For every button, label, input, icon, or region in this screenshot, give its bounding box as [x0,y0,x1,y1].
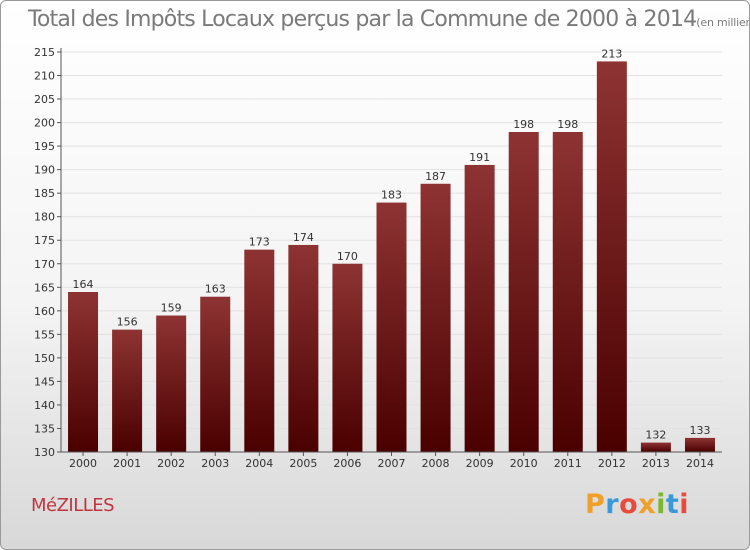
data-label-2010: 198 [513,118,534,131]
bar-2011[interactable] [552,132,583,452]
bar-2014[interactable] [684,437,715,452]
data-label-2005: 174 [293,231,314,244]
bar-2007[interactable] [376,202,407,452]
chart-title-text: Total des Impôts Locaux perçus par la Co… [28,7,697,32]
data-label-2000: 164 [73,278,94,291]
y-tick-label: 210 [34,70,55,83]
data-label-2008: 187 [425,170,446,183]
bar-2006[interactable] [332,263,363,452]
bars [68,61,715,453]
bar-2005[interactable] [288,244,319,452]
data-label-2002: 159 [161,302,182,315]
data-label-2003: 163 [205,283,226,296]
data-label-2004: 173 [249,236,270,249]
bar-2004[interactable] [244,249,275,452]
y-tick-label: 140 [34,399,55,412]
x-tick-label-2010: 2010 [510,457,538,470]
y-tick-label: 190 [34,164,55,177]
x-tick-label-2006: 2006 [333,457,361,470]
x-tick-label-2005: 2005 [289,457,317,470]
x-tick-label-2014: 2014 [686,457,714,470]
logo-letter: i [656,489,666,520]
bar-2012[interactable] [596,61,627,452]
data-label-2001: 156 [117,316,138,329]
data-label-2007: 183 [381,189,402,202]
y-tick-label: 200 [34,117,55,130]
y-tick-label: 165 [34,281,55,294]
data-label-2009: 191 [469,151,490,164]
data-label-2014: 133 [689,424,710,437]
y-tick-label: 160 [34,305,55,318]
y-tick-label: 170 [34,258,55,271]
y-tick-label: 180 [34,211,55,224]
logo-letter: r [605,489,620,520]
axes: 130 135 140 145 150 155 160 165 170 175 180 185 190 1… [34,46,722,470]
proxiti-logo[interactable]: Proxiti [585,489,689,520]
chart-subtitle: (en milliers d'€) [696,16,750,29]
bar-2000[interactable] [68,292,99,452]
data-label-2012: 213 [601,47,622,60]
x-tick-label-2004: 2004 [245,457,273,470]
data-labels: 164 156 159 163 173 174 170 183 187 191 198 198 213 1… [73,47,711,441]
logo-letter: P [585,489,606,520]
bar-2008[interactable] [420,183,451,452]
logo-letter: x [638,489,657,520]
x-tick-label-2009: 2009 [466,457,494,470]
y-tick-label: 150 [34,352,55,365]
chart-title: Total des Impôts Locaux perçus par la Co… [28,4,750,39]
logo-letter: o [619,489,639,520]
x-tick-label-2012: 2012 [598,457,626,470]
logo-letter: t [665,489,680,520]
y-tick-label: 175 [34,234,55,247]
y-tick-label: 215 [34,46,55,59]
x-tick-label-2007: 2007 [378,457,406,470]
y-tick-label: 155 [34,328,55,341]
y-tick-label: 205 [34,93,55,106]
bar-2003[interactable] [200,296,231,452]
y-tick-label: 195 [34,140,55,153]
x-tick-label-2013: 2013 [642,457,670,470]
x-tick-label-2001: 2001 [113,457,141,470]
y-tick-label: 145 [34,375,55,388]
x-tick-label-2003: 2003 [201,457,229,470]
commune-name: MéZILLES [31,495,115,516]
data-label-2011: 198 [557,118,578,131]
x-tick-label-2008: 2008 [422,457,450,470]
data-label-2013: 132 [645,429,666,442]
logo-letter: i [679,489,690,520]
y-tick-label: 130 [34,446,55,459]
bar-2013[interactable] [640,442,671,452]
x-tick-label-2002: 2002 [157,457,185,470]
bar-2001[interactable] [112,329,143,452]
data-label-2006: 170 [337,250,358,263]
bar-2002[interactable] [156,315,187,452]
x-tick-label-2011: 2011 [554,457,582,470]
y-tick-label: 135 [34,422,55,435]
x-tick-label-2000: 2000 [69,457,97,470]
bar-2009[interactable] [464,164,495,453]
bar-2010[interactable] [508,132,539,452]
y-tick-label: 185 [34,187,55,200]
